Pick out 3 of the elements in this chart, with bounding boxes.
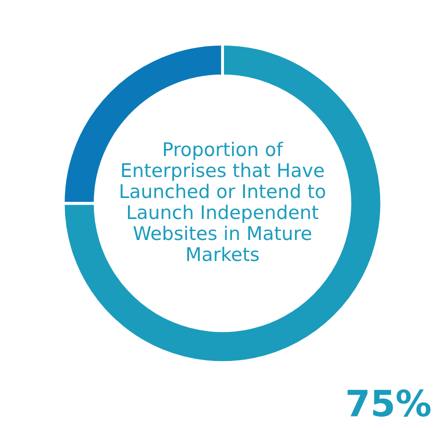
data-label: 75%: [348, 389, 430, 417]
donut-slice: [62, 42, 384, 364]
text: Proportion of Enterprises that Have Launched or Intend to Launch Independent Websites in Mature Markets: [120, 142, 326, 262]
